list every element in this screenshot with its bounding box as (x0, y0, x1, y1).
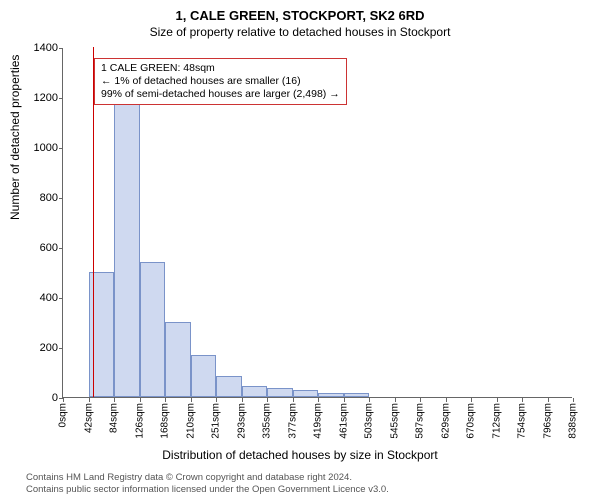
histogram-bar (165, 322, 191, 397)
y-tick-label: 600 (18, 242, 58, 254)
x-tick-mark (63, 398, 64, 402)
x-tick-mark (369, 398, 370, 402)
x-tick-mark (471, 398, 472, 402)
x-tick-label: 0sqm (58, 403, 69, 427)
x-tick-label: 796sqm (542, 403, 553, 439)
histogram-bar (344, 393, 370, 397)
footer-line-1: Contains HM Land Registry data © Crown c… (26, 472, 389, 484)
histogram-bar (293, 390, 319, 397)
x-tick-label: 629sqm (440, 403, 451, 439)
x-tick-label: 84sqm (109, 403, 120, 433)
y-tick-mark (59, 48, 63, 49)
x-tick-mark (216, 398, 217, 402)
y-tick-label: 1400 (18, 42, 58, 54)
x-tick-label: 545sqm (389, 403, 400, 439)
x-tick-label: 377sqm (287, 403, 298, 439)
x-tick-label: 461sqm (338, 403, 349, 439)
histogram-bar (114, 102, 140, 397)
x-tick-label: 712sqm (491, 403, 502, 439)
x-tick-mark (267, 398, 268, 402)
chart-title: 1, CALE GREEN, STOCKPORT, SK2 6RD (0, 0, 600, 23)
x-tick-mark (318, 398, 319, 402)
x-tick-mark (497, 398, 498, 402)
x-tick-mark (344, 398, 345, 402)
x-axis-label: Distribution of detached houses by size … (0, 448, 600, 462)
x-tick-label: 293sqm (236, 403, 247, 439)
histogram-bar (191, 355, 217, 398)
histogram-bar (216, 376, 242, 397)
y-tick-mark (59, 248, 63, 249)
y-tick-mark (59, 298, 63, 299)
x-tick-label: 587sqm (415, 403, 426, 439)
property-info-box: 1 CALE GREEN: 48sqm ← 1% of detached hou… (94, 58, 347, 105)
y-tick-label: 200 (18, 342, 58, 354)
x-tick-label: 754sqm (517, 403, 528, 439)
footer-line-2: Contains public sector information licen… (26, 484, 389, 496)
x-tick-mark (573, 398, 574, 402)
histogram-bar (242, 386, 268, 397)
x-tick-mark (420, 398, 421, 402)
x-tick-mark (242, 398, 243, 402)
x-tick-mark (191, 398, 192, 402)
x-tick-label: 210sqm (185, 403, 196, 439)
x-tick-mark (165, 398, 166, 402)
x-tick-mark (293, 398, 294, 402)
x-tick-mark (140, 398, 141, 402)
y-tick-label: 0 (18, 392, 58, 404)
x-tick-label: 251sqm (211, 403, 222, 439)
x-tick-mark (114, 398, 115, 402)
x-tick-label: 126sqm (134, 403, 145, 439)
y-tick-label: 800 (18, 192, 58, 204)
x-tick-label: 335sqm (262, 403, 273, 439)
x-tick-label: 838sqm (568, 403, 579, 439)
x-tick-label: 42sqm (83, 403, 94, 433)
histogram-bar (318, 393, 344, 398)
x-tick-mark (446, 398, 447, 402)
info-line-3: 99% of semi-detached houses are larger (… (101, 88, 340, 101)
y-tick-mark (59, 148, 63, 149)
y-tick-label: 1000 (18, 142, 58, 154)
info-line-2: ← 1% of detached houses are smaller (16) (101, 75, 340, 88)
y-tick-mark (59, 198, 63, 199)
x-tick-mark (89, 398, 90, 402)
x-tick-label: 419sqm (313, 403, 324, 439)
x-tick-mark (548, 398, 549, 402)
chart-subtitle: Size of property relative to detached ho… (0, 23, 600, 39)
y-tick-mark (59, 348, 63, 349)
y-tick-label: 1200 (18, 92, 58, 104)
x-tick-mark (522, 398, 523, 402)
y-tick-label: 400 (18, 292, 58, 304)
histogram-bar (267, 388, 293, 398)
attribution-footer: Contains HM Land Registry data © Crown c… (26, 472, 389, 496)
info-line-1: 1 CALE GREEN: 48sqm (101, 62, 340, 75)
y-tick-mark (59, 98, 63, 99)
x-tick-label: 670sqm (466, 403, 477, 439)
x-tick-mark (395, 398, 396, 402)
histogram-bar (140, 262, 166, 397)
x-tick-label: 503sqm (364, 403, 375, 439)
x-tick-label: 168sqm (160, 403, 171, 439)
